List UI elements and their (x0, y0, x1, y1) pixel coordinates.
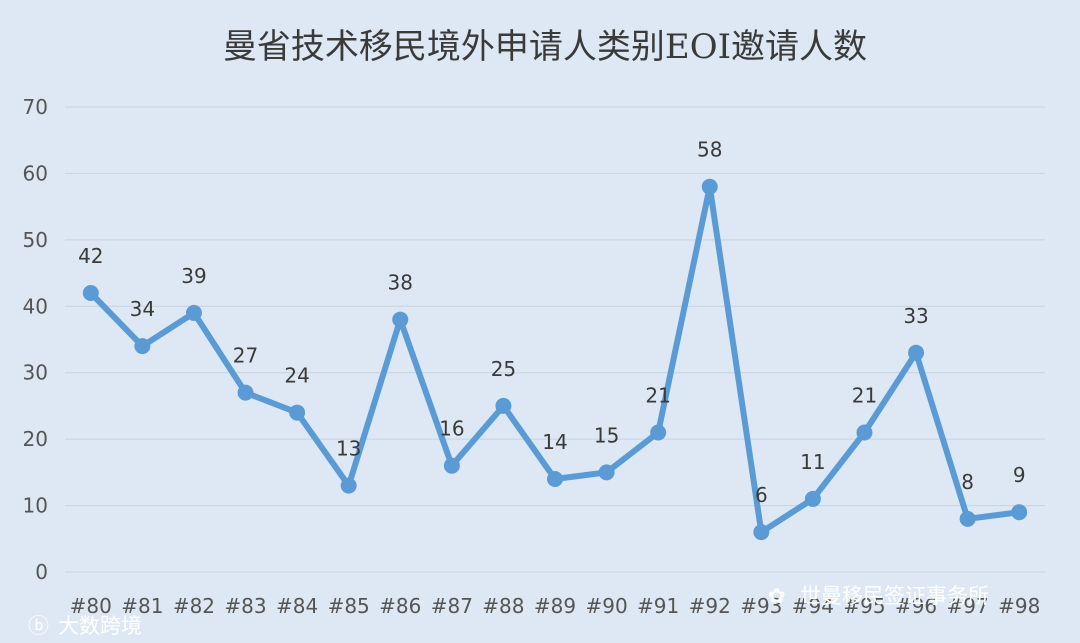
x-tick-label: #95 (843, 594, 885, 618)
watermark-right-text: 世曼移民签证事务所 (800, 584, 989, 608)
data-point (185, 304, 202, 321)
data-point (340, 477, 357, 494)
data-label: 24 (284, 364, 309, 388)
data-point (804, 490, 821, 507)
data-label: 14 (542, 430, 567, 454)
grid-lines (65, 106, 1045, 573)
data-label: 21 (645, 384, 670, 408)
data-label: 6 (755, 483, 768, 507)
x-tick-label: #97 (947, 594, 989, 618)
data-point (753, 524, 770, 541)
x-tick-label: #80 (70, 594, 112, 618)
x-axis-ticks: #80 #81 #82 #83 #84 #85 #86 #87 #88 #89 #90 #91 #92 #… (70, 594, 1041, 618)
watermark-left-text: 大数跨境 (58, 614, 142, 638)
data-point (547, 471, 563, 487)
watermark-left: ⓑ 大数跨境 (28, 614, 142, 638)
data-label: 9 (1013, 463, 1026, 487)
data-point (392, 311, 409, 328)
data-point (650, 424, 667, 441)
y-axis-ticks: 0 10 20 30 40 50 60 70 (23, 95, 48, 584)
data-label: 25 (491, 357, 516, 381)
x-tick-label: #87 (431, 594, 473, 618)
x-tick-label: #93 (740, 594, 782, 618)
x-tick-label: #81 (121, 594, 163, 618)
y-tick-label: 40 (23, 294, 48, 318)
data-label: 16 (439, 417, 464, 441)
x-tick-label: #88 (482, 594, 524, 618)
x-tick-label: #92 (689, 594, 731, 618)
y-tick-label: 60 (23, 161, 48, 185)
data-point (701, 178, 718, 195)
x-tick-label: #91 (637, 594, 679, 618)
data-point (289, 404, 306, 421)
data-label: 58 (697, 138, 722, 162)
x-tick-label: #94 (792, 594, 834, 618)
data-points (82, 178, 1028, 541)
x-tick-label: #86 (379, 594, 421, 618)
data-label: 27 (233, 344, 258, 368)
data-label: 8 (961, 470, 974, 494)
data-label: 42 (78, 244, 103, 268)
data-point (856, 424, 873, 441)
data-point (82, 285, 99, 301)
y-tick-label: 20 (23, 427, 48, 451)
data-point (1011, 504, 1028, 521)
data-point (908, 344, 925, 361)
y-tick-label: 50 (23, 228, 48, 252)
data-label: 13 (336, 437, 361, 461)
watermark-right-wechat-icon: ✿ (768, 584, 786, 608)
y-tick-label: 70 (23, 95, 48, 119)
x-tick-label: #98 (998, 594, 1040, 618)
x-tick-label: #90 (585, 594, 627, 618)
data-point (443, 457, 460, 474)
y-tick-label: 0 (35, 560, 48, 584)
data-point (134, 338, 151, 355)
data-label: 11 (800, 450, 825, 474)
data-label: 38 (388, 271, 413, 295)
data-point (959, 510, 976, 527)
data-label: 34 (130, 297, 155, 321)
data-label: 21 (852, 384, 877, 408)
x-tick-label: #83 (224, 594, 266, 618)
data-point (598, 464, 615, 481)
data-label: 33 (903, 304, 928, 328)
x-tick-label: #89 (534, 594, 576, 618)
x-tick-label: #84 (276, 594, 318, 618)
chart-title: 曼省技术移民境外申请人类别EOI邀请人数 (223, 27, 867, 67)
data-point (495, 397, 512, 414)
watermark-left-logo-icon: ⓑ (28, 614, 49, 638)
data-point (237, 384, 254, 401)
x-tick-label: #96 (895, 594, 937, 618)
data-label: 15 (594, 423, 619, 447)
y-tick-label: 10 (23, 494, 48, 518)
watermark-right: ✿ 世曼移民签证事务所 (768, 584, 989, 608)
x-tick-label: #82 (173, 594, 215, 618)
y-tick-label: 30 (23, 361, 48, 385)
data-labels: 42 34 39 27 24 13 38 16 25 14 15 21 58 6 11 21 33 8 9 (78, 138, 1026, 507)
data-label: 39 (181, 264, 206, 288)
x-tick-label: #85 (328, 594, 370, 618)
